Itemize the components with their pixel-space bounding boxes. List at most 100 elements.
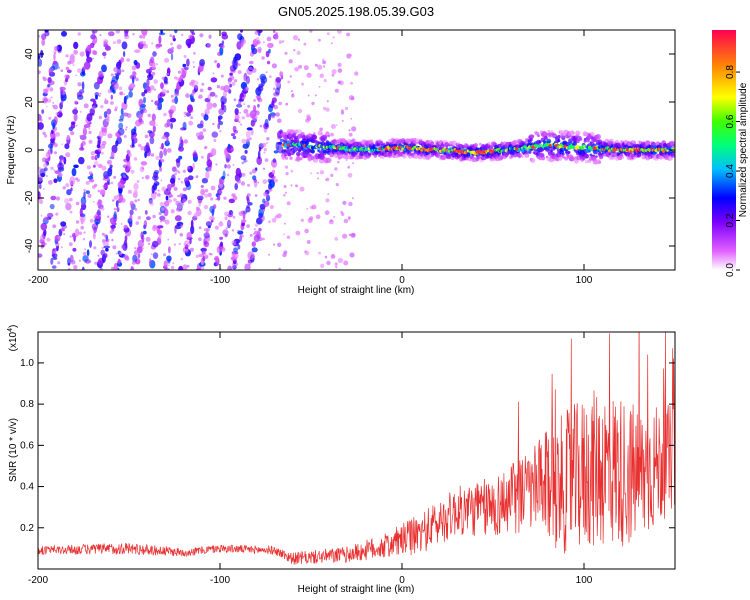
heat-halo xyxy=(325,198,330,203)
heat-blob xyxy=(227,143,231,149)
heat-halo xyxy=(306,72,312,78)
heat-blob xyxy=(223,90,227,99)
heat-band-outer xyxy=(379,140,384,145)
heat-halo xyxy=(322,106,327,111)
heat-blob xyxy=(211,131,219,138)
heat-band-outer xyxy=(442,156,446,160)
heat-halo xyxy=(67,60,72,65)
heat-halo xyxy=(103,56,106,59)
heat-halo xyxy=(89,218,94,223)
heat-band-outer xyxy=(537,134,540,138)
heat-blob xyxy=(157,225,164,229)
heat-halo xyxy=(127,189,132,194)
heat-halo xyxy=(38,70,41,75)
heat-halo xyxy=(237,229,240,232)
heat-blob xyxy=(161,88,167,94)
heat-halo xyxy=(62,92,65,96)
heat-halo xyxy=(170,265,175,270)
heat-halo xyxy=(231,229,234,232)
heat-halo xyxy=(52,250,57,255)
heat-blob xyxy=(203,227,211,232)
heat-halo xyxy=(193,51,196,55)
heat-blob xyxy=(133,182,139,191)
heat-halo xyxy=(57,66,61,70)
heat-halo xyxy=(43,88,48,94)
heat-halo xyxy=(275,112,281,117)
heat-halo xyxy=(179,233,184,237)
heat-halo xyxy=(188,120,194,126)
heat-halo xyxy=(163,112,167,117)
heat-halo xyxy=(53,50,57,54)
colorbar-tick-label: 0.2 xyxy=(725,213,736,227)
heat-band-outer xyxy=(569,155,575,162)
heat-halo xyxy=(167,188,171,192)
heat-band-outer xyxy=(289,156,293,160)
heat-halo xyxy=(38,34,41,38)
heat-blob xyxy=(83,61,91,70)
heat-halo xyxy=(49,67,54,72)
heat-band-outer xyxy=(546,138,552,144)
heat-halo xyxy=(70,259,76,265)
heat-blob xyxy=(106,108,112,115)
heat-halo xyxy=(281,40,285,43)
heat-halo xyxy=(183,79,185,81)
heat-halo xyxy=(234,79,238,83)
heat-halo xyxy=(167,264,170,267)
heat-halo xyxy=(201,134,205,138)
heat-halo xyxy=(240,42,244,46)
heat-blob xyxy=(93,100,97,106)
heat-halo xyxy=(282,252,287,258)
heat-band-outer xyxy=(574,158,579,164)
heat-halo xyxy=(109,230,113,234)
heat-halo xyxy=(74,107,78,110)
heat-band-outer xyxy=(299,157,303,161)
figure-title: GN05.2025.198.05.39.G03 xyxy=(278,4,434,19)
heat-halo xyxy=(224,211,230,217)
heat-halo xyxy=(69,210,73,214)
heat-blob xyxy=(245,138,250,143)
heat-halo xyxy=(78,259,81,262)
heat-blob xyxy=(53,116,58,125)
heat-halo xyxy=(238,120,241,124)
spectrogram-y-label: Frequency (Hz) xyxy=(6,116,17,185)
heat-halo xyxy=(200,113,205,117)
heat-halo xyxy=(170,209,175,214)
heat-blob xyxy=(268,48,271,54)
heat-blob xyxy=(74,228,80,237)
heat-blob xyxy=(124,30,129,34)
heat-halo xyxy=(170,94,174,98)
heat-halo xyxy=(181,33,184,37)
heat-halo xyxy=(92,57,94,60)
heat-band-outer xyxy=(595,134,601,140)
heat-halo xyxy=(300,218,304,222)
heat-halo xyxy=(116,39,122,44)
heat-halo xyxy=(107,89,112,94)
heat-band-outer xyxy=(633,141,636,145)
heat-halo xyxy=(276,213,282,219)
heat-halo xyxy=(101,239,106,243)
heat-halo xyxy=(212,72,215,75)
heat-blob xyxy=(201,177,208,184)
heat-blob xyxy=(128,90,133,98)
heat-halo xyxy=(292,35,299,41)
heat-halo xyxy=(161,215,164,218)
heat-halo xyxy=(241,161,245,165)
heat-blob xyxy=(253,105,257,113)
snr-x-tick-label: 100 xyxy=(576,575,593,586)
heat-halo xyxy=(53,142,58,148)
heat-halo xyxy=(179,224,183,228)
heat-halo xyxy=(101,232,105,236)
heat-halo xyxy=(274,35,279,40)
heat-halo xyxy=(334,262,338,266)
heat-blob xyxy=(240,155,247,161)
heat-halo xyxy=(173,186,178,191)
heat-blob xyxy=(205,171,210,179)
heat-halo xyxy=(350,232,356,238)
heat-halo xyxy=(44,32,47,36)
heat-halo xyxy=(309,30,313,33)
heat-halo xyxy=(284,51,288,55)
heat-blob xyxy=(60,221,67,227)
heat-blob xyxy=(63,156,67,165)
heat-halo xyxy=(99,92,102,95)
snr-y-tick-label: 0.4 xyxy=(20,482,34,493)
